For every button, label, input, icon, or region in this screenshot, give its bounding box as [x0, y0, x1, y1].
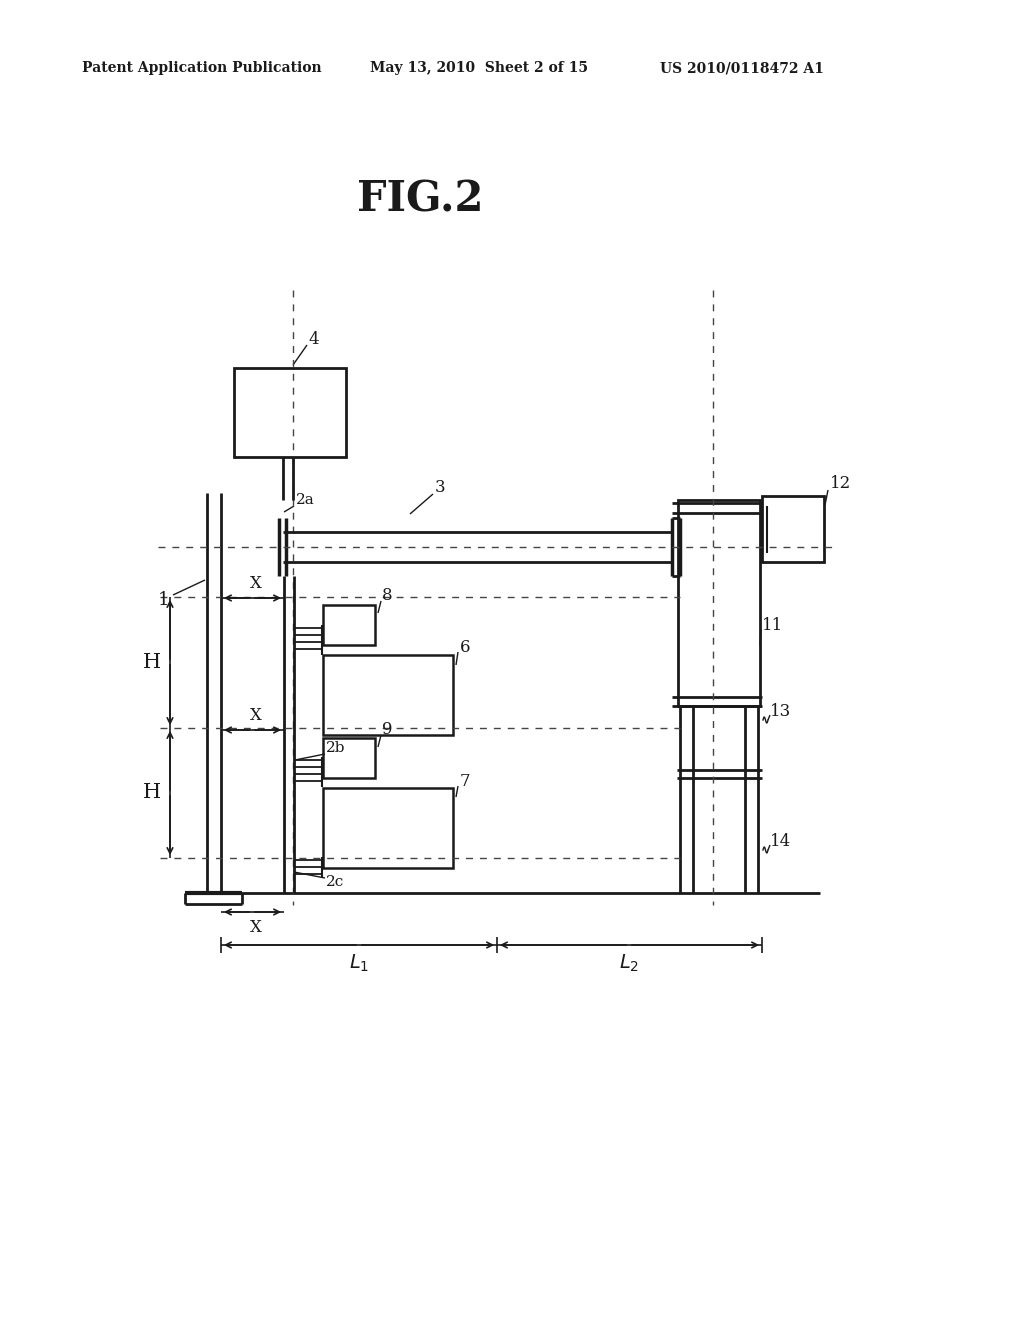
Text: 8: 8: [382, 587, 392, 605]
Bar: [678, 500, 760, 706]
Text: 3: 3: [435, 479, 445, 496]
Text: $L_2$: $L_2$: [618, 952, 639, 974]
Text: May 13, 2010  Sheet 2 of 15: May 13, 2010 Sheet 2 of 15: [370, 61, 588, 75]
Bar: [762, 496, 824, 562]
Text: 12: 12: [830, 475, 851, 492]
Text: 4: 4: [308, 331, 318, 348]
Text: Patent Application Publication: Patent Application Publication: [82, 61, 322, 75]
Bar: [323, 655, 453, 735]
Text: X: X: [250, 708, 262, 725]
Text: 9: 9: [382, 722, 392, 738]
Text: H: H: [143, 652, 161, 672]
Text: 6: 6: [460, 639, 470, 656]
Text: 1: 1: [158, 591, 170, 609]
Text: 11: 11: [762, 616, 783, 634]
Bar: [234, 368, 346, 457]
Text: 13: 13: [770, 704, 792, 721]
Bar: [323, 605, 375, 645]
Bar: [323, 738, 375, 777]
Bar: [323, 788, 453, 869]
Text: 14: 14: [770, 833, 792, 850]
Text: 2a: 2a: [296, 492, 314, 507]
Text: 2b: 2b: [326, 741, 345, 755]
Text: X: X: [250, 920, 262, 936]
Text: H: H: [143, 784, 161, 803]
Text: FIG.2: FIG.2: [356, 180, 483, 220]
Text: $L_1$: $L_1$: [349, 952, 369, 974]
Text: X: X: [250, 576, 262, 593]
Text: 7: 7: [460, 774, 471, 791]
Text: US 2010/0118472 A1: US 2010/0118472 A1: [660, 61, 824, 75]
Text: 2c: 2c: [326, 875, 344, 888]
